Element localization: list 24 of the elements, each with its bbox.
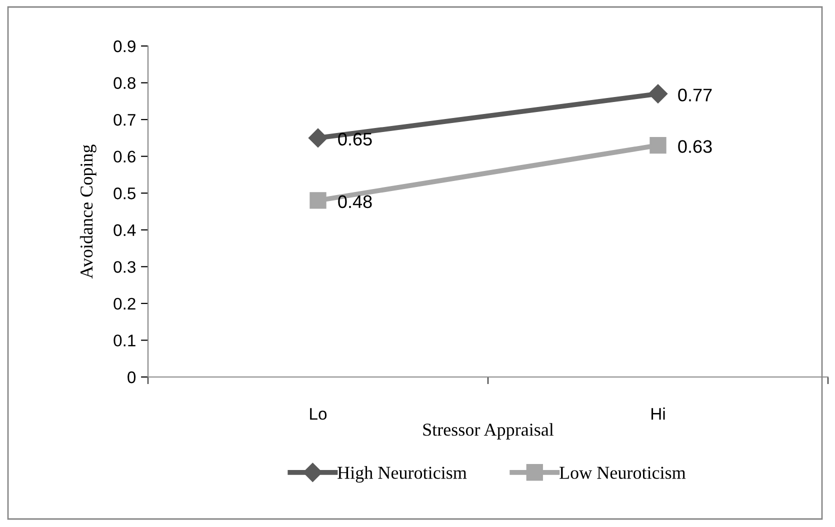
x-tick-label: Hi — [651, 408, 665, 420]
legend-label: Low Neuroticism — [560, 466, 686, 479]
y-tick-label: 0.2 — [114, 298, 136, 310]
data-label: 0.63 — [678, 140, 712, 153]
y-tick-label: 0.4 — [114, 224, 136, 236]
y-tick-label: 0.6 — [114, 150, 136, 163]
y-tick-label: 0.5 — [114, 188, 136, 200]
y-axis-title: Avoidance Coping — [80, 144, 96, 279]
y-tick-label: 0.9 — [114, 40, 136, 52]
point — [650, 136, 666, 154]
point — [308, 128, 328, 148]
y-tick-label: 0.3 — [114, 261, 136, 273]
data-label: 0.77 — [678, 88, 712, 102]
y-tick-label: 0 — [128, 371, 136, 384]
data-label: 0.65 — [338, 132, 372, 146]
point — [648, 84, 668, 104]
x-tick-label: Lo — [310, 408, 327, 420]
y-tick-label: 0.7 — [114, 114, 136, 126]
y-tick-label: 0.1 — [114, 334, 136, 346]
data-label: 0.48 — [338, 195, 372, 208]
legend-label: High Neuroticism — [338, 466, 467, 483]
y-tick-label: 0.8 — [114, 77, 136, 89]
x-axis-title: Stressor Appraisal — [423, 423, 554, 440]
point — [310, 192, 326, 209]
